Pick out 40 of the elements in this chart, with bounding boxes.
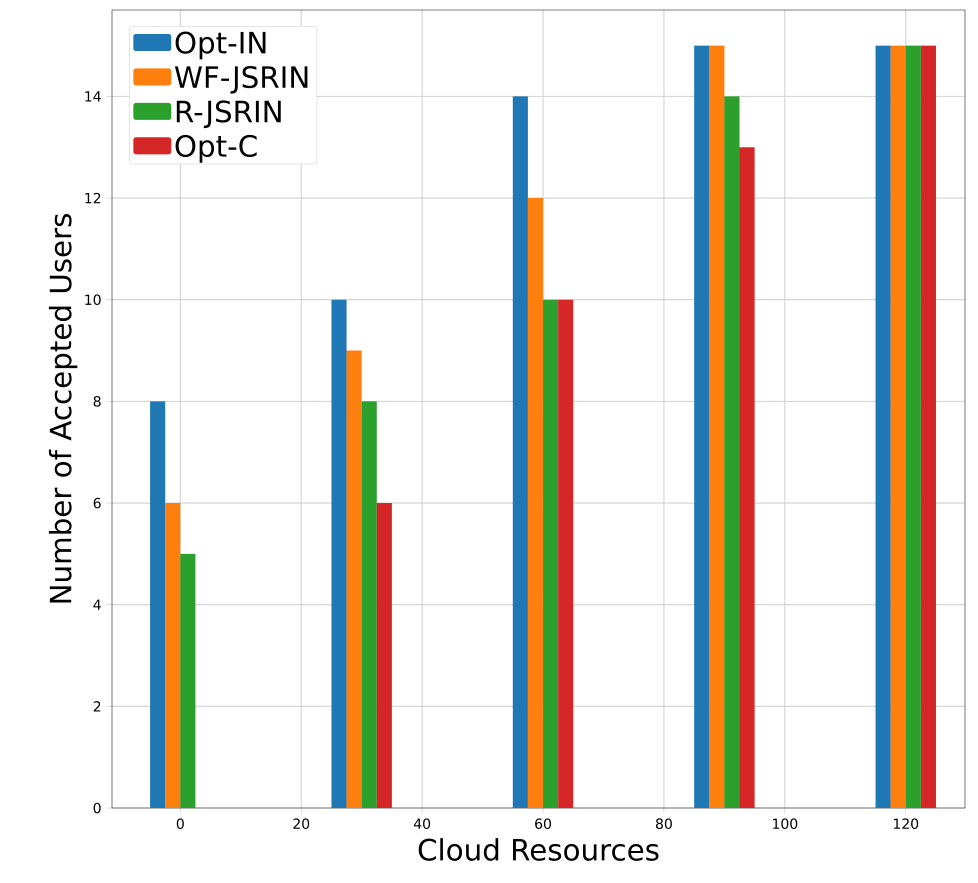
y-axis-title: Number of Accepted Users <box>48 214 78 603</box>
y-tick-label: 10 <box>85 294 101 305</box>
bar <box>165 503 180 808</box>
bar <box>724 96 740 808</box>
legend-label: Opt-C <box>176 134 257 163</box>
bar <box>150 401 166 808</box>
y-tick-label: 12 <box>85 192 100 204</box>
legend-label: Opt-IN <box>176 32 266 60</box>
bar <box>528 198 544 808</box>
y-tick-label: 0 <box>94 802 101 814</box>
x-tick-label: 100 <box>773 818 798 829</box>
x-tick-label: 20 <box>293 818 310 829</box>
legend-label: WF-JSRIN <box>174 66 308 94</box>
bar <box>876 46 891 808</box>
y-tick-label: 4 <box>93 600 101 610</box>
bar <box>331 300 347 808</box>
y-tick-label: 2 <box>94 701 100 712</box>
bar <box>512 96 528 808</box>
bar <box>709 46 724 808</box>
x-tick-label: 40 <box>414 818 430 829</box>
bar <box>694 46 710 808</box>
bar <box>362 401 377 808</box>
x-tick-label: 0 <box>176 818 184 829</box>
y-tick-label: 14 <box>85 91 101 102</box>
y-tick-label: 8 <box>94 396 101 407</box>
x-tick-label: 80 <box>656 818 672 829</box>
x-tick-label: 60 <box>535 818 552 829</box>
bar <box>376 503 392 808</box>
x-axis-title: Cloud Resources <box>418 838 659 861</box>
bar <box>740 147 755 808</box>
bar <box>890 46 906 808</box>
bar <box>920 46 936 808</box>
x-tick-label: 120 <box>894 818 918 829</box>
y-tick-label: 6 <box>94 498 101 508</box>
bar <box>346 350 362 808</box>
bar <box>180 554 196 808</box>
bar <box>906 46 921 808</box>
bar <box>543 300 558 808</box>
bar <box>558 300 574 808</box>
legend-label: R-JSRIN <box>176 100 281 128</box>
